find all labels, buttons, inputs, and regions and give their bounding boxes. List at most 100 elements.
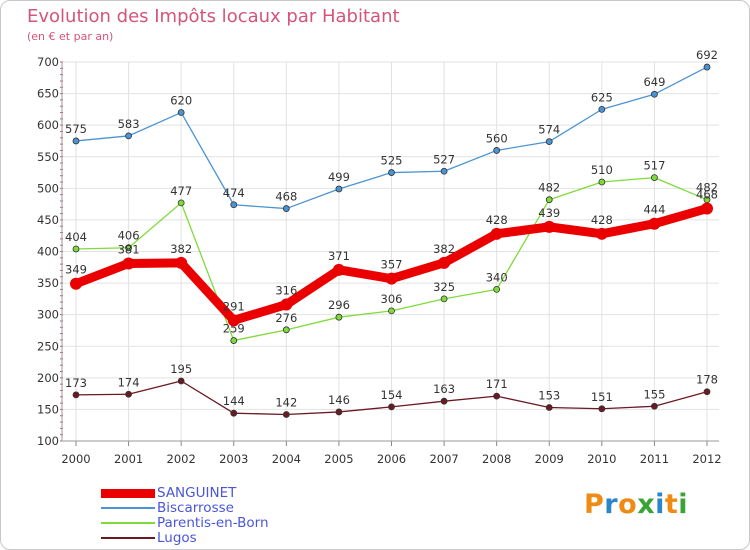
data-point <box>651 174 658 181</box>
data-label: 482 <box>696 181 718 195</box>
data-label: 371 <box>328 249 350 263</box>
data-point <box>72 391 80 399</box>
x-tick-label: 2001 <box>114 452 143 466</box>
data-label: 406 <box>118 229 140 243</box>
x-tick-label: 2007 <box>429 452 458 466</box>
data-point <box>440 167 448 175</box>
data-label: 428 <box>591 213 613 227</box>
data-point <box>177 377 185 385</box>
y-tick-label: 550 <box>37 150 59 164</box>
data-point <box>703 388 711 396</box>
data-label: 144 <box>223 394 245 408</box>
y-tick-label: 100 <box>37 434 59 448</box>
data-label: 154 <box>381 388 403 402</box>
y-tick-label: 350 <box>37 276 59 290</box>
x-tick-label: 2011 <box>640 452 669 466</box>
y-tick-label: 450 <box>37 213 59 227</box>
data-label: 517 <box>643 159 665 173</box>
logo-letter: i <box>678 489 689 520</box>
data-label: 439 <box>538 206 560 220</box>
data-label: 195 <box>170 362 192 376</box>
y-tick-label: 300 <box>37 308 59 322</box>
data-label: 499 <box>328 170 350 184</box>
y-tick-label: 600 <box>37 118 59 132</box>
x-tick-label: 2012 <box>692 452 721 466</box>
legend-swatch-parentis <box>101 522 155 524</box>
data-label: 151 <box>591 390 613 404</box>
data-label: 325 <box>433 280 455 294</box>
data-point <box>227 314 240 327</box>
data-point <box>490 227 503 240</box>
data-point <box>282 326 290 334</box>
legend-label-parentis: Parentis-en-Born <box>157 515 269 531</box>
y-tick-label: 200 <box>37 371 59 385</box>
logo-letter: o <box>618 489 638 520</box>
data-point <box>72 137 80 145</box>
data-label: 482 <box>538 181 560 195</box>
data-label: 474 <box>223 186 245 200</box>
data-point <box>651 90 658 98</box>
data-point <box>177 109 185 116</box>
data-label: 477 <box>170 184 192 198</box>
data-label: 276 <box>275 311 297 325</box>
data-point <box>125 244 132 252</box>
data-point <box>493 392 501 400</box>
x-tick-label: 2008 <box>482 452 511 466</box>
data-point <box>493 147 501 154</box>
data-label: 583 <box>118 117 140 131</box>
data-point <box>230 337 238 344</box>
data-label: 560 <box>486 131 508 145</box>
logo-letter: x <box>637 489 656 520</box>
data-point <box>651 402 658 410</box>
y-tick-label: 500 <box>37 181 59 195</box>
data-point <box>388 307 395 315</box>
data-label: 692 <box>696 48 718 62</box>
data-point <box>438 256 451 269</box>
data-label: 173 <box>65 376 87 390</box>
data-point <box>385 272 398 285</box>
x-tick-label: 2010 <box>587 452 616 466</box>
data-label: 381 <box>118 243 140 257</box>
data-point <box>440 295 448 303</box>
legend-swatch-sanguinet <box>101 489 155 498</box>
data-point <box>335 408 343 416</box>
data-point <box>648 217 661 230</box>
data-point <box>388 403 395 411</box>
data-label: 296 <box>328 298 350 312</box>
data-label: 525 <box>381 154 403 168</box>
data-point <box>335 185 343 193</box>
data-label: 468 <box>696 188 718 202</box>
data-point <box>545 138 553 145</box>
data-point <box>125 390 132 398</box>
data-point <box>70 277 82 290</box>
data-label: 574 <box>538 123 560 137</box>
data-point <box>177 199 185 207</box>
data-label: 620 <box>170 94 192 108</box>
data-label: 428 <box>486 213 508 227</box>
data-point <box>230 201 238 209</box>
data-point <box>545 196 553 204</box>
data-label: 404 <box>65 230 87 244</box>
data-point <box>598 405 606 413</box>
x-tick-label: 2009 <box>535 452 564 466</box>
data-label: 527 <box>433 152 455 166</box>
data-point <box>543 220 556 233</box>
y-tick-label: 150 <box>37 402 59 416</box>
data-point <box>493 285 501 293</box>
proxiti-logo: Proxiti <box>584 489 688 520</box>
data-label: 155 <box>643 387 665 401</box>
x-tick-label: 2003 <box>219 452 248 466</box>
data-point <box>230 409 238 417</box>
logo-letter: P <box>584 489 605 520</box>
data-label: 649 <box>643 75 665 89</box>
logo-letter: r <box>604 489 619 520</box>
data-point <box>595 227 608 240</box>
data-label: 146 <box>328 393 350 407</box>
data-label: 444 <box>643 203 665 217</box>
legend-swatch-biscarrosse <box>101 507 155 509</box>
logo-letter: t <box>664 489 679 520</box>
data-label: 349 <box>65 263 87 277</box>
data-label: 259 <box>223 322 245 336</box>
data-label: 468 <box>275 190 297 204</box>
